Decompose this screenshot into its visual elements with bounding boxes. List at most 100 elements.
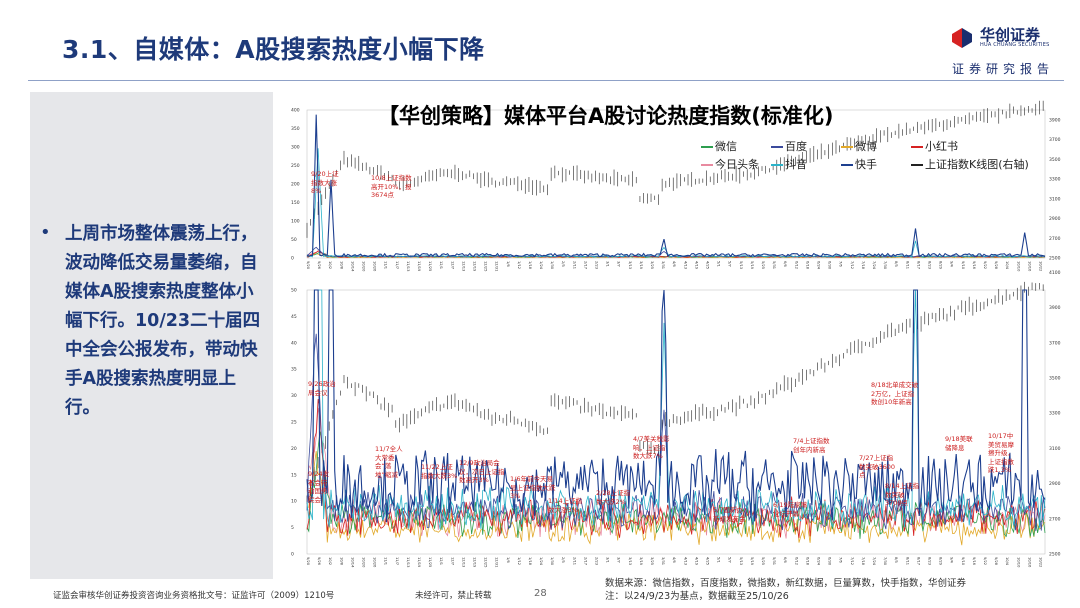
top-panel-xtick-label: 8/5 bbox=[894, 261, 898, 267]
bottom-panel-xtick-label: 10/16 bbox=[1027, 557, 1031, 568]
legend-item-xiaohongshu: 小红书 bbox=[911, 138, 958, 154]
top-panel-xtick-label: 7/6 bbox=[839, 261, 843, 267]
bottom-panel-ytick-label: 10 bbox=[291, 499, 297, 505]
top-panel-xtick-label: 10/2 bbox=[328, 261, 332, 269]
top-panel-xtick-label: 10/10 bbox=[1016, 261, 1020, 272]
bottom-panel-xtick-label: 4/13 bbox=[683, 557, 687, 565]
bottom-panel-annotation: 7/27上证指数突破3600点 bbox=[859, 454, 896, 479]
legend-item-weibo: 微博 bbox=[841, 138, 877, 154]
top-panel-xtick-label: 9/26 bbox=[317, 261, 321, 270]
top-panel-xtick-label: 1/6 bbox=[506, 261, 510, 267]
top-panel-xtick-label: 9/4 bbox=[950, 261, 954, 267]
top-panel-xtick-label: 6/12 bbox=[794, 261, 798, 269]
bottom-panel-xtick-label: 3/7 bbox=[617, 557, 621, 563]
bottom-panel-xtick-label: 4/6 bbox=[672, 557, 676, 563]
bottom-panel-xtick-label: 5/19 bbox=[750, 557, 754, 566]
top-panel-ytick-label: 400 bbox=[291, 108, 300, 114]
top-panel-xtick-label: 8/11 bbox=[905, 261, 909, 269]
legend-item-kuaishou: 快手 bbox=[841, 156, 877, 172]
top-panel-xtick-label: 10/16 bbox=[1027, 261, 1031, 272]
bottom-panel-xtick-label: 4/19 bbox=[694, 557, 698, 566]
bottom-panel-annotation: 9/18美联储降息 bbox=[945, 435, 973, 452]
bottom-panel-series-douyin bbox=[306, 289, 1046, 530]
chart-title: 【华创策略】媒体平台A股讨论热度指数(标准化) bbox=[378, 104, 834, 128]
legend-swatch bbox=[911, 146, 923, 148]
bottom-panel-xtick-label: 6/6 bbox=[783, 557, 787, 563]
bullet-icon: • bbox=[40, 222, 51, 243]
bottom-panel-xtick-label: 7/6 bbox=[839, 557, 843, 563]
top-panel-ytick-label: 200 bbox=[291, 182, 300, 188]
bottom-panel-series-kuaishou bbox=[306, 289, 1046, 523]
bottom-panel-xtick-label: 5/7 bbox=[728, 557, 732, 563]
top-panel-xtick-label: 7/12 bbox=[850, 261, 854, 269]
top-panel-xtick-label: 9/20 bbox=[306, 261, 310, 270]
top-panel-xtick-label: 7/18 bbox=[861, 261, 865, 270]
top-panel-y2tick-label: 3100 bbox=[1049, 196, 1061, 202]
top-panel-xtick-label: 11/13 bbox=[406, 261, 410, 271]
top-panel-xtick-label: 5/1 bbox=[717, 261, 721, 267]
top-panel-ytick-label: 50 bbox=[291, 237, 297, 243]
bottom-panel-xtick-label: 8/23 bbox=[927, 557, 931, 565]
top-panel-y2tick-label: 2700 bbox=[1049, 236, 1061, 242]
legend-label: 百度 bbox=[785, 140, 807, 153]
bottom-panel-xtick-label: 12/25 bbox=[484, 557, 488, 567]
legend-label: 微博 bbox=[855, 140, 877, 153]
top-panel-xtick-label: 2/11 bbox=[572, 261, 576, 269]
top-panel-xtick-label: 10/20 bbox=[361, 261, 365, 272]
bottom-panel-xtick-label: 10/8 bbox=[339, 557, 343, 566]
bottom-panel-xtick-label: 5/25 bbox=[761, 557, 765, 565]
bottom-panel-xtick-label: 7/30 bbox=[883, 557, 887, 566]
top-panel-series-kuaishou bbox=[306, 114, 1046, 258]
bottom-panel-annotation: 4/7美关税影响，上证指数大跌7% bbox=[633, 435, 670, 460]
bottom-panel-xtick-label: 8/11 bbox=[905, 557, 909, 565]
top-panel-xtick-label: 4/6 bbox=[672, 261, 676, 267]
bottom-panel-xtick-label: 8/29 bbox=[939, 557, 943, 566]
page-title: 3.1、自媒体：A股搜索热度小幅下降 bbox=[62, 35, 485, 64]
top-panel-xtick-label: 5/13 bbox=[739, 261, 743, 269]
top-panel-annotation: 10/8上证指数高开10%，报3674点 bbox=[371, 174, 412, 199]
bottom-panel-xtick-label: 1/12 bbox=[517, 557, 521, 565]
bottom-panel-xtick-label: 7/24 bbox=[872, 557, 876, 566]
bottom-panel-y2tick-label: 3300 bbox=[1049, 411, 1061, 417]
bottom-panel-annotation: 8/14上证指数突破3700点 bbox=[885, 482, 920, 507]
bottom-panel-ytick-label: 5 bbox=[291, 525, 294, 531]
bottom-panel-xtick-label: 5/13 bbox=[739, 557, 743, 565]
top-panel-xtick-label: 7/24 bbox=[872, 261, 876, 270]
top-panel-ytick-label: 100 bbox=[291, 219, 300, 225]
top-panel-xtick-label: 10/26 bbox=[373, 261, 377, 272]
bottom-panel-ytick-label: 40 bbox=[291, 340, 297, 346]
top-panel-xtick-label: 3/7 bbox=[617, 261, 621, 267]
bottom-panel-y2tick-label: 3500 bbox=[1049, 376, 1061, 382]
top-panel-xtick-label: 3/1 bbox=[606, 261, 610, 267]
bottom-panel-annotation: 5/7国新办新闻发布会 bbox=[713, 506, 746, 523]
bottom-panel-annotation: 9/24发布会带动国务院会 bbox=[308, 470, 330, 504]
bottom-panel-xtick-label: 7/12 bbox=[850, 557, 854, 565]
top-panel-xtick-label: 8/17 bbox=[916, 261, 920, 269]
bottom-panel-xtick-label: 1/6 bbox=[506, 557, 510, 563]
bottom-panel-xtick-label: 3/31 bbox=[661, 557, 665, 565]
top-panel-xtick-label: 1/18 bbox=[528, 261, 532, 270]
bottom-panel-xtick-label: 5/31 bbox=[772, 557, 776, 565]
top-panel-y2tick-label: 2900 bbox=[1049, 216, 1061, 222]
legend-label: 上证指数K线图(右轴) bbox=[925, 158, 1029, 171]
bottom-panel-xtick-label: 9/26 bbox=[317, 557, 321, 566]
legend-label: 抖音 bbox=[785, 158, 807, 171]
bottom-panel-xtick-label: 11/25 bbox=[428, 557, 432, 567]
bottom-panel-xtick-label: 6/12 bbox=[794, 557, 798, 565]
top-panel-xtick-label: 6/6 bbox=[783, 261, 787, 267]
footer-source: 数据来源：微信指数，百度指数，微指数，新红数据，巨量算数，快手指数，华创证券 注… bbox=[605, 577, 966, 603]
bottom-panel-xtick-label: 12/31 bbox=[495, 557, 499, 567]
top-panel-y2tick-label: 3500 bbox=[1049, 157, 1061, 163]
top-panel-xtick-label: 5/7 bbox=[728, 261, 732, 267]
legend-swatch bbox=[701, 146, 713, 148]
bottom-panel-annotation: 1/6年前今天易显上证指数大跌3% bbox=[510, 475, 556, 500]
legend-swatch bbox=[771, 146, 783, 148]
bottom-panel-frame bbox=[306, 289, 1046, 555]
top-panel-xtick-label: 5/19 bbox=[750, 261, 754, 270]
bottom-panel-xtick-label: 5/1 bbox=[717, 557, 721, 563]
top-panel-xtick-label: 5/25 bbox=[761, 261, 765, 269]
bottom-panel-xtick-label: 9/20 bbox=[306, 557, 310, 566]
bottom-panel-xtick-label: 12/1 bbox=[439, 557, 443, 565]
bottom-panel-ytick-label: 25 bbox=[291, 420, 297, 426]
bottom-panel-ytick-label: 15 bbox=[291, 472, 297, 478]
